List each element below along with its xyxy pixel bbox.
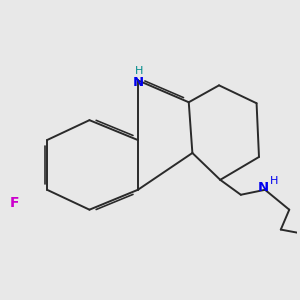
Text: H: H	[270, 176, 278, 186]
Text: N: N	[132, 76, 143, 89]
Text: H: H	[134, 66, 143, 76]
Text: F: F	[10, 196, 19, 210]
Text: N: N	[257, 181, 268, 194]
